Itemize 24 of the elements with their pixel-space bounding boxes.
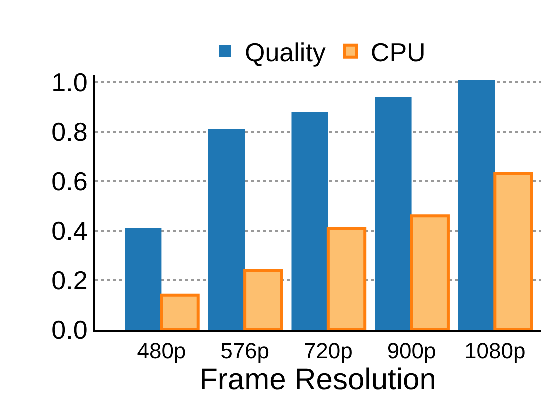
x-tick-label: 480p bbox=[137, 338, 186, 364]
bar bbox=[326, 227, 367, 330]
bar bbox=[410, 214, 450, 330]
bar bbox=[160, 294, 200, 330]
x-tick-label: 1080p bbox=[464, 338, 526, 364]
legend-label: CPU bbox=[370, 38, 426, 68]
bar bbox=[208, 129, 246, 330]
x-axis-title: Frame Resolution bbox=[200, 363, 436, 396]
x-tick-label: 720p bbox=[304, 338, 353, 364]
y-tick-label: 1.0 bbox=[52, 68, 88, 98]
bar bbox=[494, 172, 534, 330]
y-tick-label: 0.8 bbox=[52, 117, 88, 148]
y-tick-label: 0.6 bbox=[52, 166, 88, 197]
y-tick-label: 0.4 bbox=[52, 216, 88, 246]
bar bbox=[244, 269, 284, 330]
y-tick-label: 0.0 bbox=[52, 315, 88, 346]
x-tick-label: 900p bbox=[387, 338, 436, 364]
y-tick-label: 0.2 bbox=[52, 266, 88, 296]
x-tick-label: 576p bbox=[220, 338, 270, 364]
bar bbox=[375, 97, 412, 330]
legend-label: Quality bbox=[245, 38, 326, 68]
bar bbox=[458, 80, 496, 330]
bar bbox=[292, 112, 328, 330]
bar bbox=[125, 228, 162, 330]
